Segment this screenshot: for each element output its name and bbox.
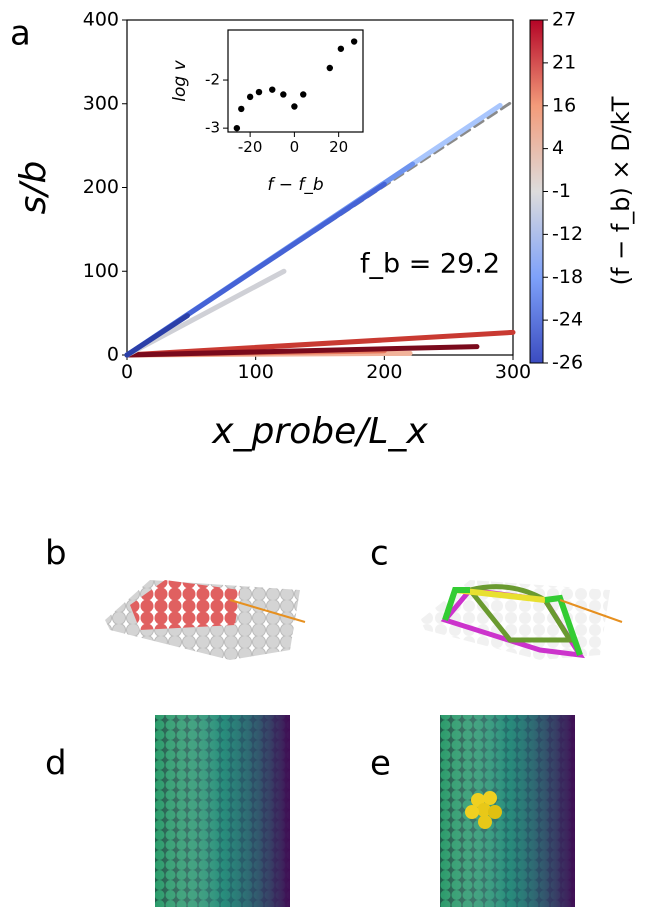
- point: [238, 106, 244, 112]
- inset-bg: [228, 30, 363, 132]
- colorbar-tick-label: 16: [552, 94, 576, 116]
- point: [280, 91, 286, 97]
- y-tick-label: -3: [205, 119, 220, 137]
- y-tick-label: 100: [83, 260, 119, 282]
- y-axis-label: s/b: [13, 161, 54, 215]
- render-e: [440, 715, 575, 907]
- colorbar-tick-label: 4: [552, 137, 564, 159]
- point: [234, 125, 240, 131]
- colorbar-tick-label: -12: [552, 223, 583, 245]
- x-tick-label: 200: [366, 361, 402, 383]
- colorbar-tick-label: -24: [552, 309, 583, 331]
- point: [338, 46, 344, 52]
- panel-label: a: [10, 14, 31, 54]
- render-c: [420, 580, 622, 660]
- x-tick-label: 0: [121, 361, 133, 383]
- point: [327, 65, 333, 71]
- point: [247, 94, 253, 100]
- data-line: [127, 316, 187, 355]
- x-axis-label: x_probe/L_x: [211, 411, 428, 452]
- y-tick-label: -2: [205, 71, 220, 89]
- panel-label: e: [370, 744, 391, 784]
- colorbar-tick-label: 21: [552, 51, 576, 73]
- point: [291, 103, 297, 109]
- x-tick-label: 100: [238, 361, 274, 383]
- render-d: [155, 715, 290, 907]
- point: [300, 91, 306, 97]
- y-axis-label: log v: [170, 59, 190, 101]
- colorbar-label: (f − f_b) × D/kT: [607, 96, 635, 285]
- render-b: [105, 580, 305, 660]
- y-tick-label: 200: [83, 176, 119, 198]
- y-tick-label: 0: [107, 344, 119, 366]
- panel-label: b: [45, 534, 67, 574]
- annotation: f_b = 29.2: [360, 249, 500, 280]
- panel-label: d: [45, 744, 67, 784]
- x-axis-label: f − f_b: [267, 175, 323, 195]
- figure: a b c d e 01002003000100200300400x_probe…: [0, 0, 646, 907]
- colorbar-tick-label: 27: [552, 9, 576, 31]
- y-tick-label: 300: [83, 92, 119, 114]
- colorbar-tick-label: -26: [552, 352, 583, 374]
- y-tick-label: 400: [83, 9, 119, 31]
- x-tick-label: 0: [290, 138, 300, 156]
- point: [269, 86, 275, 92]
- x-tick-label: 20: [329, 138, 348, 156]
- colorbar: [530, 20, 543, 363]
- colorbar-tick-label: -1: [552, 180, 571, 202]
- point: [351, 38, 357, 44]
- x-tick-label: 300: [495, 361, 531, 383]
- colorbar-tick-label: -18: [552, 266, 583, 288]
- panel-label: c: [370, 534, 389, 574]
- point: [256, 89, 262, 95]
- x-tick-label: -20: [238, 138, 263, 156]
